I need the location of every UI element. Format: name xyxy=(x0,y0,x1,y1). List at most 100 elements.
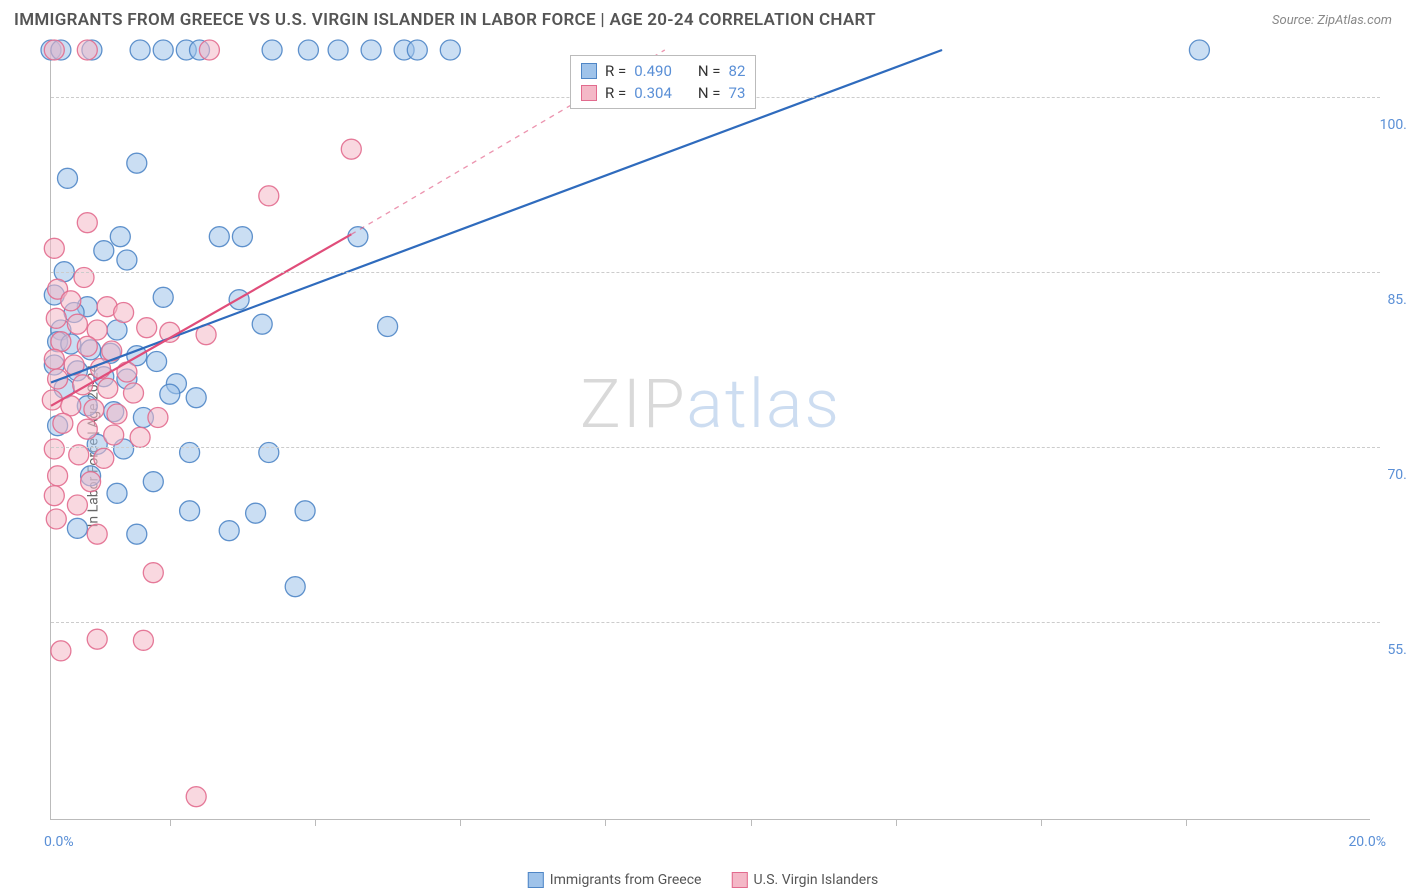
legend-label: U.S. Virgin Islanders xyxy=(753,872,878,888)
scatter-point xyxy=(46,509,66,529)
scatter-point xyxy=(180,443,200,463)
scatter-point xyxy=(104,425,124,445)
x-minor-tick xyxy=(896,819,897,826)
scatter-point xyxy=(160,384,180,404)
scatter-point xyxy=(246,503,266,523)
scatter-point xyxy=(77,40,97,60)
scatter-point xyxy=(44,40,64,60)
legend-label: Immigrants from Greece xyxy=(550,872,702,888)
gridline-h xyxy=(51,622,1380,623)
scatter-point xyxy=(69,445,89,465)
scatter-point xyxy=(117,250,137,270)
scatter-point xyxy=(44,349,64,369)
scatter-point xyxy=(127,524,147,544)
scatter-point xyxy=(114,303,134,323)
scatter-point xyxy=(348,227,368,247)
x-minor-tick xyxy=(605,819,606,826)
legend-swatch xyxy=(528,872,544,888)
stats-swatch xyxy=(581,85,597,101)
scatter-point xyxy=(117,362,137,382)
scatter-point xyxy=(61,291,81,311)
scatter-point xyxy=(107,404,127,424)
scatter-point xyxy=(77,213,97,233)
scatter-point xyxy=(143,472,163,492)
stats-r-label: R = xyxy=(605,84,626,102)
scatter-point xyxy=(143,563,163,583)
title-bar: IMMIGRANTS FROM GREECE VS U.S. VIRGIN IS… xyxy=(14,10,1392,30)
scatter-point xyxy=(262,40,282,60)
scatter-point xyxy=(74,268,94,288)
y-tick-label: 70.0% xyxy=(1365,467,1406,483)
stats-r-value: 0.304 xyxy=(634,84,672,102)
x-tick-label-max: 20.0% xyxy=(1348,834,1386,850)
scatter-point xyxy=(58,168,78,188)
chart-title: IMMIGRANTS FROM GREECE VS U.S. VIRGIN IS… xyxy=(14,10,876,30)
scatter-point xyxy=(219,521,239,541)
scatter-point xyxy=(44,486,64,506)
scatter-point xyxy=(259,186,279,206)
scatter-point xyxy=(44,238,64,258)
scatter-point xyxy=(124,383,144,403)
scatter-point xyxy=(232,227,252,247)
x-tick-label-min: 0.0% xyxy=(44,834,74,850)
x-minor-tick xyxy=(1041,819,1042,826)
scatter-point xyxy=(440,40,460,60)
scatter-point xyxy=(81,472,101,492)
x-minor-tick xyxy=(315,819,316,826)
scatter-point xyxy=(285,577,305,597)
scatter-point xyxy=(361,40,381,60)
scatter-point xyxy=(153,40,173,60)
scatter-point xyxy=(186,388,206,408)
gridline-h xyxy=(51,447,1380,448)
scatter-point xyxy=(130,40,150,60)
x-minor-tick xyxy=(460,819,461,826)
stats-r-label: R = xyxy=(605,62,626,80)
stats-n-value: 82 xyxy=(729,62,746,80)
scatter-point xyxy=(341,139,361,159)
scatter-point xyxy=(67,314,87,334)
legend-item: Immigrants from Greece xyxy=(528,872,702,888)
scatter-point xyxy=(48,466,68,486)
scatter-point xyxy=(107,483,127,503)
scatter-point xyxy=(110,227,130,247)
scatter-point xyxy=(153,287,173,307)
scatter-point xyxy=(87,629,107,649)
trend-line-solid xyxy=(51,50,942,383)
chart-container: IMMIGRANTS FROM GREECE VS U.S. VIRGIN IS… xyxy=(0,0,1406,892)
scatter-point xyxy=(51,641,71,661)
scatter-point xyxy=(84,399,104,419)
scatter-point xyxy=(67,495,87,515)
stats-r-value: 0.490 xyxy=(634,62,672,80)
scatter-point xyxy=(67,518,87,538)
stats-n-label: N = xyxy=(698,84,721,102)
scatter-point xyxy=(147,352,167,372)
scatter-point xyxy=(77,419,97,439)
scatter-point xyxy=(148,408,168,428)
scatter-point xyxy=(378,317,398,337)
scatter-point xyxy=(44,439,64,459)
scatter-point xyxy=(94,241,114,261)
scatter-point xyxy=(180,501,200,521)
scatter-point xyxy=(130,427,150,447)
chart-svg xyxy=(51,50,1370,819)
scatter-point xyxy=(199,40,219,60)
scatter-point xyxy=(133,630,153,650)
source-label: Source: ZipAtlas.com xyxy=(1272,13,1392,28)
scatter-point xyxy=(298,40,318,60)
legend-swatch xyxy=(731,872,747,888)
scatter-point xyxy=(209,227,229,247)
y-tick-label: 55.0% xyxy=(1365,642,1406,658)
legend: Immigrants from Greece U.S. Virgin Island… xyxy=(528,872,878,888)
scatter-point xyxy=(252,314,272,334)
scatter-point xyxy=(46,308,66,328)
y-tick-label: 85.0% xyxy=(1365,292,1406,308)
scatter-point xyxy=(137,318,157,338)
x-minor-tick xyxy=(170,819,171,826)
scatter-point xyxy=(127,153,147,173)
stats-row: R = 0.490 N = 82 xyxy=(581,60,745,82)
x-minor-tick xyxy=(751,819,752,826)
stats-n-value: 73 xyxy=(729,84,746,102)
stats-n-label: N = xyxy=(698,62,721,80)
gridline-h xyxy=(51,272,1380,273)
scatter-point xyxy=(259,443,279,463)
